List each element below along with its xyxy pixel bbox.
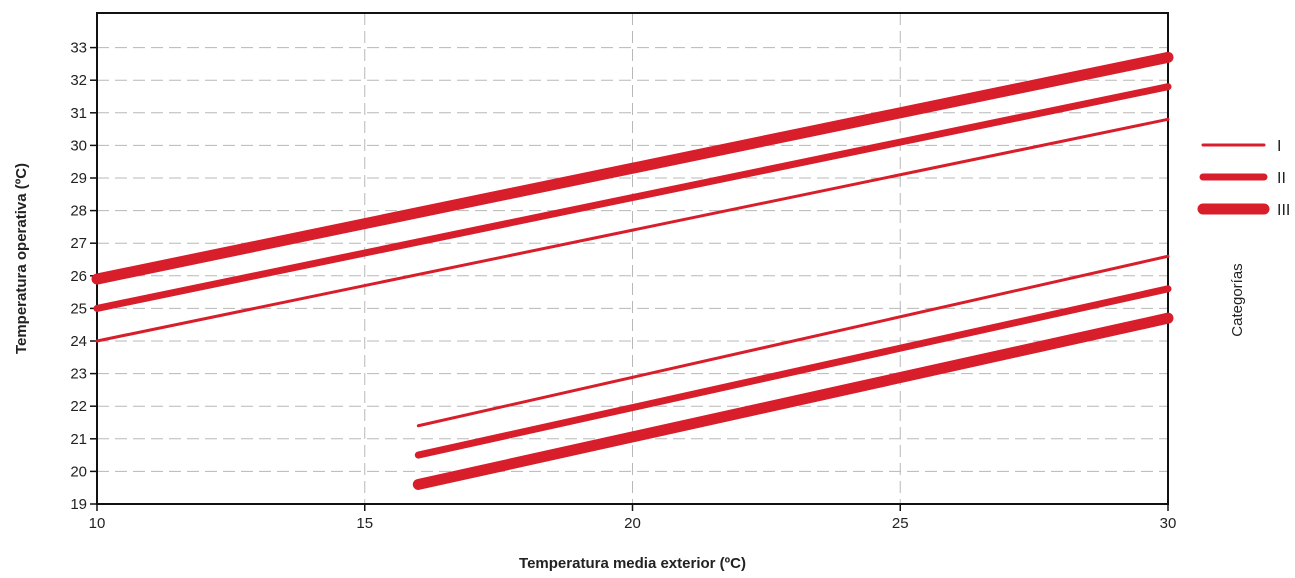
series-line-iii-lower xyxy=(412,312,1174,490)
series-line-i-lower xyxy=(416,254,1170,428)
y-tick-label: 21 xyxy=(70,431,87,448)
y-tick-label: 31 xyxy=(70,105,87,122)
x-tick-label: 25 xyxy=(892,515,909,532)
series-lines xyxy=(91,51,1174,490)
y-tick-label: 24 xyxy=(70,333,87,350)
y-tick-label: 32 xyxy=(70,72,87,89)
axis-ticks: 19 20 21 22 23 24 25 26 27 28 29 30 31 32 33 10 15 20 25 30 xyxy=(70,40,1176,532)
x-tick-label: 10 xyxy=(89,515,106,532)
y-tick-label: 27 xyxy=(70,235,87,252)
y-tick-label: 20 xyxy=(70,463,87,480)
legend-title: Categorías xyxy=(1229,263,1246,336)
legend-label-iii: III xyxy=(1277,202,1290,219)
x-tick-label: 20 xyxy=(624,515,641,532)
y-tick-label: 28 xyxy=(70,203,87,220)
x-tick-label: 15 xyxy=(356,515,373,532)
y-tick-label: 25 xyxy=(70,300,87,317)
y-tick-label: 19 xyxy=(70,496,87,513)
series-line-ii-upper xyxy=(93,83,1172,312)
series-line-ii-lower xyxy=(414,285,1172,459)
y-tick-label: 22 xyxy=(70,398,87,415)
y-tick-label: 33 xyxy=(70,40,87,57)
x-tick-label: 30 xyxy=(1160,515,1177,532)
grid xyxy=(97,13,1168,504)
y-tick-label: 23 xyxy=(70,366,87,383)
legend-label-i: I xyxy=(1277,138,1281,155)
y-tick-label: 26 xyxy=(70,268,87,285)
series-line-i-upper xyxy=(95,117,1170,343)
y-tick-label: 29 xyxy=(70,170,87,187)
y-tick-label: 30 xyxy=(70,137,87,154)
y-axis-label: Temperatura operativa (ºC) xyxy=(13,163,30,354)
series-line-iii-upper xyxy=(91,51,1174,285)
legend-label-ii: II xyxy=(1277,170,1286,187)
x-axis-label: Temperatura media exterior (ºC) xyxy=(519,555,746,572)
